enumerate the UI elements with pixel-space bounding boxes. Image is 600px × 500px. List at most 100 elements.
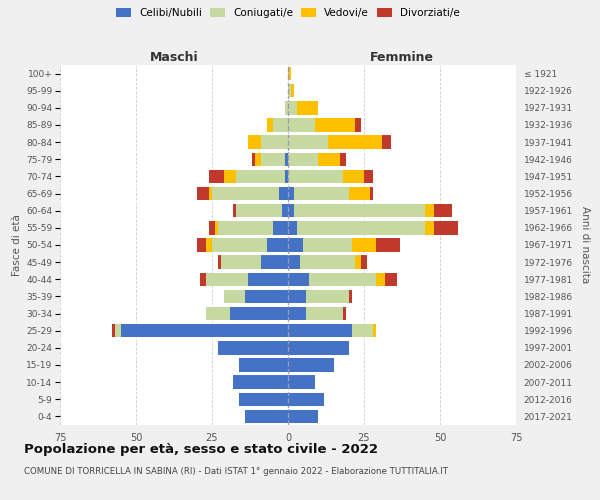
Bar: [239, 358, 288, 372]
Bar: [291, 84, 294, 98]
Bar: [221, 256, 260, 269]
Text: Femmine: Femmine: [370, 51, 434, 64]
Bar: [288, 101, 297, 114]
Bar: [306, 307, 343, 320]
Bar: [267, 238, 288, 252]
Bar: [319, 152, 340, 166]
Bar: [288, 307, 306, 320]
Bar: [209, 170, 224, 183]
Bar: [316, 118, 355, 132]
Y-axis label: Fasce di età: Fasce di età: [12, 214, 22, 276]
Bar: [343, 307, 346, 320]
Bar: [236, 204, 282, 218]
Bar: [294, 204, 425, 218]
Bar: [309, 272, 376, 286]
Bar: [425, 221, 434, 234]
Bar: [273, 118, 288, 132]
Bar: [300, 256, 355, 269]
Bar: [288, 290, 306, 303]
Bar: [328, 136, 382, 149]
Bar: [245, 410, 288, 423]
Bar: [285, 152, 288, 166]
Bar: [349, 290, 352, 303]
Bar: [245, 290, 288, 303]
Bar: [197, 238, 206, 252]
Bar: [267, 118, 273, 132]
Bar: [112, 324, 115, 338]
Bar: [288, 221, 297, 234]
Bar: [349, 187, 370, 200]
Bar: [434, 221, 458, 234]
Bar: [230, 307, 288, 320]
Bar: [297, 101, 319, 114]
Bar: [288, 341, 349, 354]
Bar: [303, 238, 352, 252]
Bar: [212, 238, 267, 252]
Bar: [425, 204, 434, 218]
Bar: [288, 256, 300, 269]
Bar: [224, 170, 236, 183]
Bar: [288, 118, 316, 132]
Bar: [212, 187, 279, 200]
Bar: [294, 187, 349, 200]
Bar: [218, 221, 273, 234]
Bar: [279, 187, 288, 200]
Bar: [343, 170, 364, 183]
Bar: [121, 324, 288, 338]
Bar: [352, 324, 373, 338]
Bar: [115, 324, 121, 338]
Bar: [224, 290, 245, 303]
Bar: [370, 187, 373, 200]
Bar: [285, 170, 288, 183]
Bar: [260, 136, 288, 149]
Bar: [288, 376, 316, 389]
Bar: [209, 187, 212, 200]
Bar: [288, 170, 343, 183]
Bar: [236, 170, 285, 183]
Text: COMUNE DI TORRICELLA IN SABINA (RI) - Dati ISTAT 1° gennaio 2022 - Elaborazione : COMUNE DI TORRICELLA IN SABINA (RI) - Da…: [24, 468, 448, 476]
Bar: [206, 272, 248, 286]
Bar: [288, 204, 294, 218]
Bar: [218, 256, 221, 269]
Bar: [248, 272, 288, 286]
Bar: [254, 152, 260, 166]
Bar: [288, 152, 319, 166]
Bar: [251, 152, 254, 166]
Bar: [288, 410, 319, 423]
Bar: [361, 256, 367, 269]
Bar: [282, 204, 288, 218]
Bar: [376, 272, 385, 286]
Bar: [260, 256, 288, 269]
Bar: [364, 170, 373, 183]
Bar: [248, 136, 260, 149]
Bar: [288, 187, 294, 200]
Bar: [288, 238, 303, 252]
Bar: [297, 221, 425, 234]
Bar: [340, 152, 346, 166]
Bar: [376, 238, 400, 252]
Bar: [434, 204, 452, 218]
Bar: [239, 392, 288, 406]
Bar: [233, 204, 236, 218]
Bar: [206, 238, 212, 252]
Bar: [215, 221, 218, 234]
Bar: [288, 84, 291, 98]
Bar: [260, 152, 285, 166]
Bar: [288, 358, 334, 372]
Bar: [382, 136, 391, 149]
Bar: [206, 307, 230, 320]
Bar: [197, 187, 209, 200]
Bar: [288, 324, 352, 338]
Bar: [385, 272, 397, 286]
Bar: [373, 324, 376, 338]
Bar: [288, 67, 291, 80]
Bar: [288, 136, 328, 149]
Bar: [200, 272, 206, 286]
Bar: [285, 101, 288, 114]
Bar: [273, 221, 288, 234]
Text: Maschi: Maschi: [149, 51, 199, 64]
Bar: [218, 341, 288, 354]
Bar: [355, 256, 361, 269]
Text: Popolazione per età, sesso e stato civile - 2022: Popolazione per età, sesso e stato civil…: [24, 442, 378, 456]
Y-axis label: Anni di nascita: Anni di nascita: [580, 206, 590, 284]
